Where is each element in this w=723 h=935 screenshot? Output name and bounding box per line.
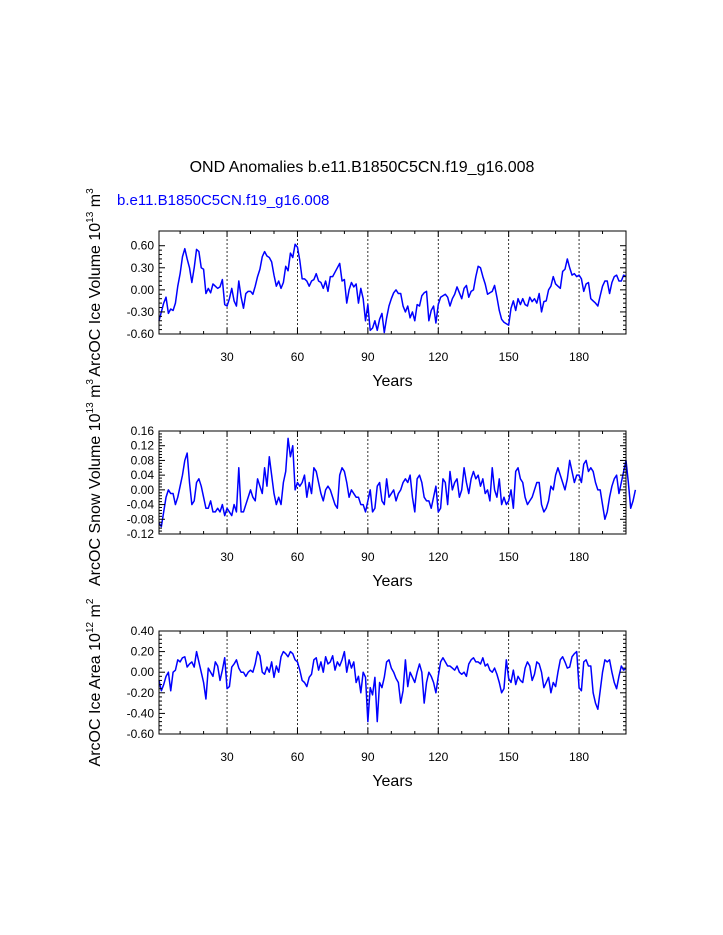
x-tick-label: 90 (361, 350, 375, 364)
y-axis-label: ArcOC Ice Volume 1013 m3 (85, 188, 104, 377)
y-tick-label: 0.40 (131, 624, 155, 638)
y-tick-label: -0.20 (127, 686, 155, 700)
y-tick-label: 0.08 (131, 453, 155, 467)
x-axis-label: Years (372, 373, 412, 390)
series-line-ice-volume (158, 243, 627, 334)
x-tick-label: 120 (428, 350, 448, 364)
x-tick-label: 120 (428, 750, 448, 764)
panels-container: 30 60 90 120 150 180 -0.60 -0.30 0.00 0.30 0.60 Yea… (85, 188, 637, 790)
y-axis-label: ArcOC Snow Volume 1013 m3 (85, 379, 104, 586)
x-tick-label: 150 (499, 750, 519, 764)
panel-ice-volume: 30 60 90 120 150 180 -0.60 -0.30 0.00 0.30 0.60 Yea… (85, 188, 627, 390)
y-tick-label: -0.30 (127, 305, 155, 319)
plot-frame-ice-volume (158, 230, 627, 335)
series-label: b.e11.B1850C5CN.f19_g16.008 (117, 192, 329, 209)
y-tick-label: 0.00 (131, 483, 155, 497)
x-tick-label: 60 (291, 750, 305, 764)
x-tick-label: 150 (499, 550, 519, 564)
x-tick-label: 60 (291, 550, 305, 564)
y-tick-label: 0.04 (131, 468, 155, 482)
y-tick-label: 0.30 (131, 261, 155, 275)
figure-title: OND Anomalies b.e11.B1850C5CN.f19_g16.00… (190, 159, 535, 176)
panel-snow-volume: 30 60 90 120 150 180-0.12-0.08-0.040.000.040.… (85, 379, 637, 590)
y-tick-label: 0.12 (131, 439, 155, 453)
y-axis-label: ArcOC Ice Area 1012 m2 (85, 598, 104, 766)
x-tick-label: 150 (499, 350, 519, 364)
x-tick-label: 90 (361, 550, 375, 564)
x-tick-label: 180 (569, 750, 589, 764)
y-tick-label: 0.60 (131, 239, 155, 253)
x-tick-label: 180 (569, 350, 589, 364)
plot-frame-snow-volume (158, 430, 627, 535)
x-tick-label: 180 (569, 550, 589, 564)
x-tick-label: 30 (220, 750, 234, 764)
x-axis-label: Years (372, 573, 412, 590)
y-tick-label: -0.60 (127, 727, 155, 741)
y-tick-label: 0.16 (131, 424, 155, 438)
y-tick-label: -0.08 (127, 512, 155, 526)
x-tick-label: 30 (220, 550, 234, 564)
panel-ice-area: 30 60 90 120 150 180 -0.60 -0.40 -0.20 0.00 0.20 0.… (85, 598, 627, 790)
x-tick-label: 90 (361, 750, 375, 764)
series-line-snow-volume (158, 437, 637, 528)
y-tick-label: 0.00 (131, 283, 155, 297)
x-tick-label: 60 (291, 350, 305, 364)
series-line-ice-area (158, 650, 627, 723)
x-axis-label: Years (372, 773, 412, 790)
x-tick-label: 30 (220, 350, 234, 364)
y-tick-label: -0.40 (127, 706, 155, 720)
y-tick-label: -0.04 (127, 498, 155, 512)
y-tick-label: 0.20 (131, 645, 155, 659)
plot-frame-ice-area (158, 630, 627, 735)
y-tick-label: 0.00 (131, 665, 155, 679)
x-tick-label: 120 (428, 550, 448, 564)
y-tick-label: -0.12 (127, 527, 155, 541)
y-tick-label: -0.60 (127, 327, 155, 341)
